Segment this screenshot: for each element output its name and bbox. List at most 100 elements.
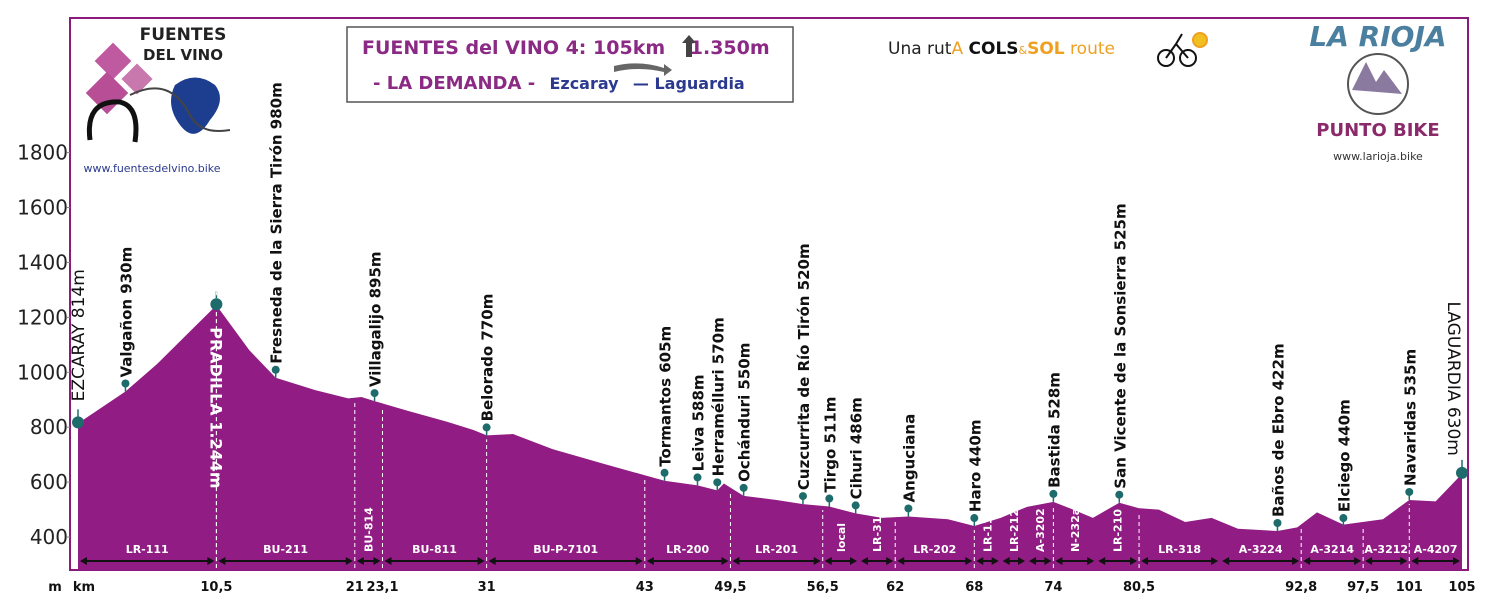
y-tick-label: 800 [30,415,68,439]
waypoint-marker [693,473,702,482]
road-label: BU-211 [263,543,308,556]
road-label: LR-212 [1008,509,1021,552]
road-label: A-4207 [1414,543,1458,556]
x-tick-label: 23,1 [366,580,398,595]
title-box [346,26,794,103]
segment-arrowhead [1029,557,1052,565]
climb-icon [682,35,696,57]
waypoint-label: Elciego 440m [1335,399,1353,512]
waypoint-label: Villagalijo 895m [367,251,385,387]
cyclist-icon [1157,32,1208,67]
waypoint-marker [713,478,722,487]
waypoint-label: EZCARAY 814m [69,269,89,401]
x-tick-label: 21 [346,580,364,595]
subtitle-part: — Laguardia [633,74,745,93]
road-label: LR-111 [126,543,169,556]
distance-icon [614,63,672,76]
title-part: 105km [593,37,665,59]
road-label: local [835,523,848,552]
title-part: FUENTES del VINO 4: [362,37,586,59]
waypoint-marker [851,501,860,510]
waypoint-label: Baños de Ebro 422m [1269,343,1287,517]
y-tick-label: 1000 [17,360,68,384]
waypoint-marker [72,416,84,429]
road-label: LR-310 [871,509,884,552]
segment-arrowhead [356,557,381,565]
x-tick-label: 80,5 [1123,580,1155,595]
waypoint-label: Belorado 770m [479,294,497,422]
waypoint-marker [904,504,913,513]
waypoint-marker [370,389,379,398]
waypoint-label: Leiva 588m [690,374,708,471]
segment-arrowhead [1002,557,1026,565]
waypoint-label: Herramélluri 570m [709,317,727,476]
road-label: LR-200 [666,543,709,556]
segment-arrowhead [860,557,894,565]
x-tick-label: 31 [478,580,496,595]
y-tick-label: 400 [30,525,68,549]
waypoint-label: LAGUARDIA 630m [1443,301,1463,455]
waypoint-marker [1405,487,1414,496]
route-part: SOL [1027,39,1065,59]
route-part: COLS [969,39,1019,59]
x-tick-label: 92,8 [1285,580,1317,595]
waypoint-marker [1273,519,1282,528]
route-brand: Una rutA COLS&SOL route [888,39,1115,59]
right-brand: PUNTO BIKE [1316,120,1439,141]
subtitle-part: - LA DEMANDA - [373,73,535,94]
route-part: route [1070,39,1115,59]
road-label: A-3214 [1310,543,1354,556]
waypoint-marker [1339,514,1348,523]
waypoint-label: Tormantos 605m [657,326,675,467]
logo-text: FUENTES [140,25,227,45]
logo-url: www.fuentesdelvino.bike [83,162,220,175]
x-tick-label: 10,5 [200,580,232,595]
subtitle-part: Ezcaray [549,74,619,93]
x-tick-label: 74 [1044,580,1062,595]
waypoint-label: Valgañon 930m [117,247,135,378]
road-label: A-3202 [1034,508,1047,552]
logo-text: DEL VINO [143,46,223,64]
x-tick-label: 101 [1396,580,1423,595]
waypoint-marker [798,492,807,501]
y-tick-label: 1200 [17,305,68,329]
route-part: & [1019,44,1028,57]
waypoint-label: Anguciana [900,414,918,503]
waypoint-marker [210,298,223,311]
y-tick-label: 1800 [17,141,68,165]
waypoint-marker [1456,466,1468,479]
right-title: LA RIOJA [1309,20,1446,53]
waypoint-marker [825,494,834,503]
waypoint-label: Cuzcurrita de Río Tirón 520m [795,243,813,490]
title: FUENTES del VINO 4: 105km 1.350m [362,37,770,59]
waypoint-marker [482,423,491,432]
y-tick-label: 600 [30,470,68,494]
road-label: LR-210 [1112,509,1125,552]
right-url: www.larioja.bike [1333,150,1423,163]
x-tick-label: 49,5 [714,580,746,595]
waypoint-marker [739,483,748,492]
road-label: A-3212 [1364,543,1408,556]
y-tick-label: 1400 [17,250,68,274]
road-label: N-232a [1069,508,1082,552]
x-tick-label: 43 [636,580,654,595]
waypoint-marker [1049,489,1058,498]
waypoint-label: Ochánduri 550m [736,343,754,482]
elevation-area [78,305,1462,570]
y-unit: m [48,580,62,595]
road-label: BU-811 [412,543,457,556]
route-part: A [951,39,963,59]
waypoint-label: Tirgo 511m [821,397,839,493]
waypoint-marker [970,514,979,523]
x-tick-label: 97,5 [1347,580,1379,595]
road-label: A-3224 [1239,543,1283,556]
road-label: BU-814 [363,507,376,552]
x-tick-label: 68 [965,580,983,595]
x-tick-label: km [73,580,95,595]
x-tick-label: 62 [886,580,904,595]
waypoint-label: Navaridas 535m [1401,349,1419,486]
x-tick-label: 56,5 [807,580,839,595]
x-tick-label: 105 [1448,580,1475,595]
road-label: LR-202 [913,543,956,556]
